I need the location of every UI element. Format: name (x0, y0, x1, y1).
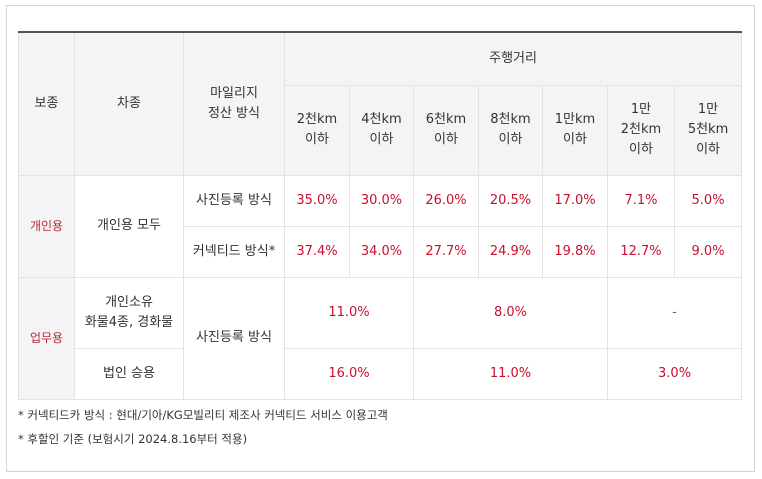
header-mileage-method: 마일리지 정산 방식 (183, 31, 285, 176)
row-label-business: 업무용 (18, 276, 75, 400)
header-vehicle-type: 차종 (74, 31, 184, 176)
footnotes: * 커넥티드카 방식 : 현대/기아/KG모빌리티 제조사 커넥티드 서비스 이… (18, 403, 388, 451)
table-row: 커넥티드 방식* 37.4% 34.0% 27.7% 24.9% 19.8% 1… (19, 225, 743, 278)
rate-cell: 9.0% (673, 225, 743, 278)
header-distance-col: 1만 2천km 이하 (607, 84, 675, 176)
header-distance-col: 4천km 이하 (349, 84, 414, 176)
rate-cell: 34.0% (349, 225, 414, 278)
rate-cell: 37.4% (284, 225, 350, 278)
row-label-personal: 개인용 (18, 174, 75, 278)
rate-cell: 35.0% (284, 174, 350, 227)
rate-cell: 27.7% (413, 225, 479, 278)
header-distance-col: 6천km 이하 (413, 84, 479, 176)
table-row: 법인 승용 16.0% 11.0% 3.0% (19, 347, 743, 400)
header-distance-col: 1만 5천km 이하 (673, 84, 743, 176)
method-photo: 사진등록 방식 (183, 174, 285, 227)
table-row: 개인용 개인용 모두 사진등록 방식 35.0% 30.0% 26.0% 20.… (18, 174, 743, 278)
table-row: 업무용 개인소유 화물4종, 경화물 사진등록 방식 11.0% 8.0% - (18, 276, 743, 400)
rate-cell: 30.0% (349, 174, 414, 227)
rate-cell: 26.0% (413, 174, 479, 227)
footnote-basis: * 후할인 기준 (보험시기 2024.8.16부터 적용) (18, 432, 248, 446)
mileage-discount-table: 보종 차종 마일리지 정산 방식 주행거리 2천km 이하 4천km 이하 6천km… (18, 31, 743, 400)
rate-cell: 3.0% (606, 347, 743, 400)
rate-cell: 11.0% (284, 276, 414, 349)
header-distance-col: 2천km 이하 (284, 84, 350, 176)
vehicle-personal-all: 개인용 모두 (74, 174, 184, 278)
header-insurance-type: 보종 (18, 31, 75, 176)
rate-cell-empty: - (606, 276, 743, 349)
header-distance-group: 주행거리 (283, 31, 743, 86)
rate-cell: 5.0% (673, 174, 743, 227)
header-distance-col: 1만km 이하 (542, 84, 608, 176)
rate-cell: 19.8% (542, 225, 608, 278)
method-connected: 커넥티드 방식* (183, 225, 285, 278)
rate-cell: 20.5% (478, 174, 543, 227)
rate-cell: 8.0% (413, 276, 608, 349)
rate-cell: 24.9% (478, 225, 543, 278)
vehicle-corporate: 법인 승용 (74, 347, 184, 400)
footnote-connected: * 커넥티드카 방식 : 현대/기아/KG모빌리티 제조사 커넥티드 서비스 이… (18, 408, 388, 422)
content-frame (6, 5, 755, 472)
rate-cell: 12.7% (607, 225, 675, 278)
rate-cell: 16.0% (284, 347, 414, 400)
rate-cell: 7.1% (607, 174, 675, 227)
rate-cell: 11.0% (413, 347, 608, 400)
vehicle-private-cargo: 개인소유 화물4종, 경화물 (74, 276, 184, 349)
method-photo-business: 사진등록 방식 (183, 276, 285, 400)
rate-cell: 17.0% (542, 174, 608, 227)
header-distance-col: 8천km 이하 (478, 84, 543, 176)
